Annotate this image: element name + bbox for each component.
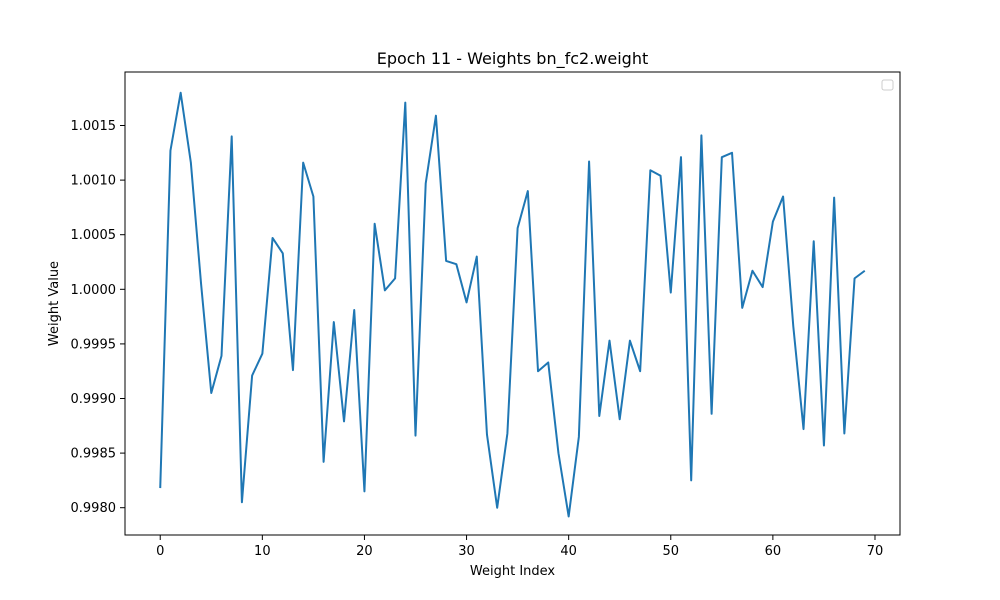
series-line-0 (159, 91, 866, 518)
y-tick-label: 1.0010 (71, 174, 117, 189)
x-tick-label: 0 (156, 544, 164, 559)
x-axis-label: Weight Index (470, 564, 556, 579)
x-tick-label: 40 (560, 544, 577, 559)
x-tick-label: 30 (458, 544, 475, 559)
y-tick-label: 0.9990 (71, 392, 117, 407)
y-tick-label: 1.0005 (71, 228, 117, 243)
y-tick-label: 0.9995 (71, 337, 117, 352)
x-tick-label: 70 (867, 544, 884, 559)
y-tick-label: 0.9985 (71, 447, 117, 462)
x-tick-label: 50 (662, 544, 679, 559)
plot-background (125, 72, 900, 535)
x-tick-label: 20 (356, 544, 373, 559)
y-tick-label: 1.0000 (71, 283, 117, 298)
y-axis-ticks: 0.9980 0.9985 0.9990 0.9995 1.0000 1.0005 1.00… (71, 119, 125, 516)
plot-frame (124, 71, 901, 536)
x-axis-ticks: 0 10 20 30 40 50 60 70 (156, 535, 883, 559)
chart-title: Epoch 11 - Weights bn_fc2.weight (377, 49, 648, 69)
x-tick-label: 60 (765, 544, 782, 559)
legend-box (881, 79, 894, 91)
y-axis-label: Weight Value (47, 261, 62, 346)
plot-area (124, 71, 901, 536)
y-tick-label: 1.0015 (71, 119, 117, 134)
series-layer (159, 91, 866, 518)
y-tick-label: 0.9980 (71, 501, 117, 516)
x-tick-label: 10 (254, 544, 271, 559)
